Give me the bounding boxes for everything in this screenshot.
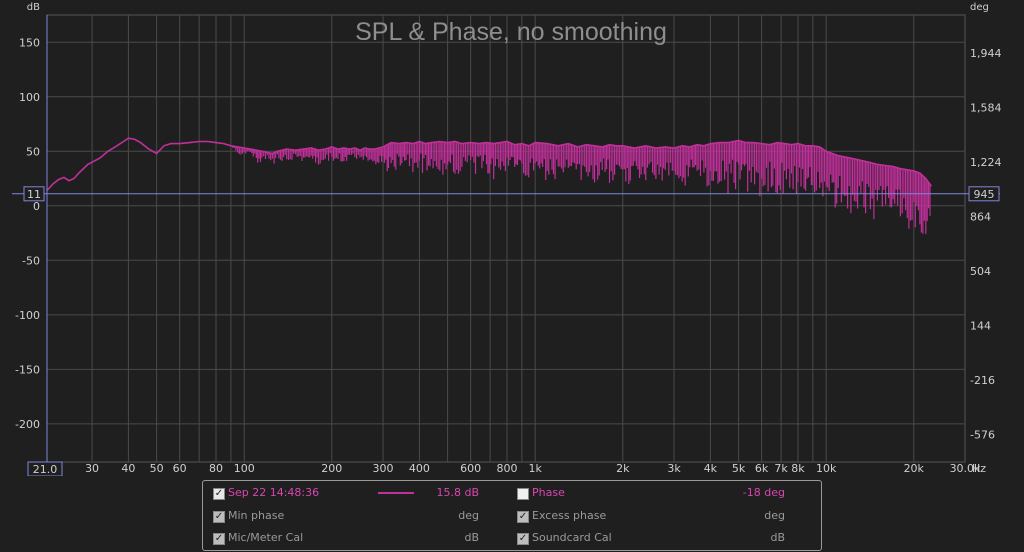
x-tick-label: 30 (85, 462, 99, 475)
checkbox-phase[interactable] (517, 488, 529, 500)
x-tick-label: 1k (529, 462, 543, 475)
chart-title: SPL & Phase, no smoothing (355, 18, 667, 46)
checkbox-excess-phase[interactable]: ✓ (517, 511, 529, 523)
cursor-x-box (27, 461, 63, 476)
y-right-tick-label: 1,944 (970, 47, 1002, 60)
x-tick-label: 800 (496, 462, 517, 475)
legend-panel: ✓ Sep 22 14:48:36 15.8 dB Phase -18 deg … (202, 480, 822, 551)
legend-soundcard-cal-value: dB (770, 531, 785, 544)
legend-row-1: ✓ Sep 22 14:48:36 15.8 dB Phase -18 deg (203, 482, 821, 504)
x-tick-label: 2k (616, 462, 630, 475)
checkbox-measurement[interactable]: ✓ (213, 488, 225, 500)
x-tick-label: 50 (150, 462, 164, 475)
y-left-tick-label: 100 (19, 91, 40, 104)
y-left-tick-label: 50 (26, 145, 40, 158)
y-right-tick-label: -216 (970, 374, 995, 387)
axes: 150 100 50 0 -50 -100 -150 -200 1,944 1,584 1,224 8… (15, 36, 1001, 475)
y-right-tick-label: 144 (970, 320, 991, 333)
legend-row-2: ✓ Min phase deg ✓ Excess phase deg (203, 505, 821, 527)
series-line-swatch (378, 492, 414, 494)
y-right-tick-label: 864 (970, 211, 991, 224)
x-tick-label: 100 (234, 462, 255, 475)
x-tick-label: 60 (173, 462, 187, 475)
y-right-tick-label: -576 (970, 429, 995, 442)
checkbox-soundcard-cal[interactable]: ✓ (517, 533, 529, 545)
x-axis-unit: Hz (972, 462, 986, 475)
cursor-y-right-label: 945 (974, 188, 995, 201)
x-tick-label: 200 (321, 462, 342, 475)
y-left-tick-label: -200 (15, 418, 40, 431)
x-tick-label: 30.0k (950, 462, 981, 475)
x-tick-label: 4k (704, 462, 718, 475)
legend-mic-cal-label: Mic/Meter Cal (228, 531, 304, 544)
y-left-tick-label: -100 (15, 309, 40, 322)
checkbox-mic-meter-cal[interactable]: ✓ (213, 533, 225, 545)
x-tick-label: 10k (816, 462, 837, 475)
x-tick-label: 40 (121, 462, 135, 475)
legend-measurement-label: Sep 22 14:48:36 (228, 486, 320, 499)
x-tick-label: 400 (409, 462, 430, 475)
legend-mic-cal-value: dB (464, 531, 479, 544)
x-tick-label: 20k (904, 462, 925, 475)
legend-excess-phase-label: Excess phase (532, 509, 607, 522)
cursor-y-left-label: 11 (27, 188, 41, 201)
x-tick-label: 600 (460, 462, 481, 475)
legend-row-3: ✓ Mic/Meter Cal dB ✓ Soundcard Cal dB (203, 527, 821, 549)
legend-phase-value: -18 deg (742, 486, 785, 499)
cursor-x-label: 21.0 (33, 463, 58, 476)
legend-min-phase-value: deg (458, 509, 479, 522)
cursor[interactable]: 11 945 21.0 (12, 15, 1000, 476)
legend-measurement-value: 15.8 dB (436, 486, 479, 499)
y-right-tick-label: 1,224 (970, 156, 1002, 169)
grid (47, 15, 965, 462)
left-axis-unit: dB (27, 2, 40, 13)
cursor-y-right-box (968, 186, 1000, 202)
legend-min-phase-label: Min phase (228, 509, 285, 522)
plot-area[interactable] (46, 14, 966, 463)
spl-series (46, 137, 933, 234)
cursor-y-left-box (23, 186, 45, 202)
y-left-tick-label: 0 (33, 200, 40, 213)
x-tick-label: 8k (791, 462, 805, 475)
y-right-tick-label: 504 (970, 265, 991, 278)
x-tick-label: 7k (774, 462, 788, 475)
x-tick-label: 6k (755, 462, 769, 475)
legend-phase-label: Phase (532, 486, 565, 499)
x-tick-label: 5k (732, 462, 746, 475)
x-tick-label: 3k (667, 462, 681, 475)
y-right-tick-label: 1,584 (970, 102, 1002, 115)
y-left-tick-label: 150 (19, 36, 40, 49)
right-axis-unit: deg (970, 2, 989, 13)
x-tick-label: 80 (209, 462, 223, 475)
x-tick-label: 300 (373, 462, 394, 475)
y-left-tick-label: -50 (22, 254, 40, 267)
legend-soundcard-cal-label: Soundcard Cal (532, 531, 612, 544)
checkbox-min-phase[interactable]: ✓ (213, 511, 225, 523)
y-left-tick-label: -150 (15, 363, 40, 376)
legend-excess-phase-value: deg (764, 509, 785, 522)
